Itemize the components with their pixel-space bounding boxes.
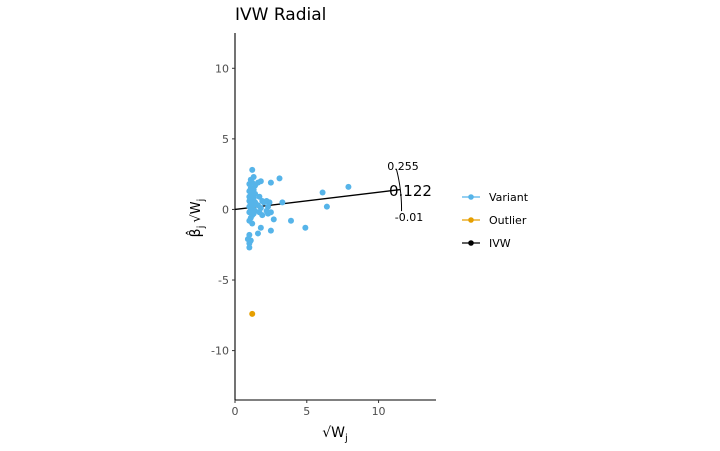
y-axis-title: β̂j√Wj <box>185 199 207 238</box>
outlier-point <box>249 310 256 317</box>
variant-point <box>323 203 330 210</box>
y-tick-label: -10 <box>211 345 229 358</box>
chart-title: IVW Radial <box>235 5 326 25</box>
variant-point <box>276 175 283 182</box>
variant-point <box>345 183 352 190</box>
variant-point <box>256 193 263 200</box>
variant-point <box>270 216 277 223</box>
legend-key-dot <box>468 217 474 223</box>
legend: Variant Outlier IVW <box>462 191 529 250</box>
x-tick-label: 10 <box>372 405 386 418</box>
y-axis-sqrtw-sub: j <box>196 199 207 203</box>
variant-point <box>302 224 309 231</box>
legend-label: Outlier <box>489 214 527 227</box>
variant-point <box>319 189 326 196</box>
legend-item-ivw: IVW <box>462 237 511 250</box>
variant-point <box>246 240 253 247</box>
x-axis-sub: j <box>344 433 348 444</box>
variant-point <box>257 224 264 231</box>
ivw-ci-arc <box>395 168 403 212</box>
y-axis-beta-sub: j <box>196 226 207 230</box>
y-tick-label: 5 <box>222 133 229 146</box>
y-tick-label: 0 <box>222 203 229 216</box>
variant-point <box>267 227 274 234</box>
x-tick-label: 5 <box>303 405 310 418</box>
variant-point <box>259 212 266 219</box>
ci-lower-label: -0.01 <box>395 211 423 224</box>
variant-point <box>265 210 272 217</box>
y-axis-sqrtw-label: √W <box>189 201 204 222</box>
variant-point <box>254 230 261 237</box>
legend-item-outlier: Outlier <box>462 214 527 227</box>
legend-label: IVW <box>489 237 511 250</box>
ci-upper-label: 0.255 <box>387 160 419 173</box>
legend-label: Variant <box>489 191 529 204</box>
y-tick-label: 10 <box>215 62 229 75</box>
svg-text:β̂j√Wj: β̂j√Wj <box>185 199 207 238</box>
legend-item-variant: Variant <box>462 191 529 204</box>
x-axis-sqrtw-label: √W <box>322 425 345 441</box>
variant-point <box>246 244 253 251</box>
variant-point <box>279 199 286 206</box>
variant-point <box>267 179 274 186</box>
legend-key-dot <box>468 240 474 246</box>
y-tick-label: -5 <box>218 274 229 287</box>
y-axis-beta-label: β̂ <box>185 228 204 237</box>
variant-point <box>257 178 264 185</box>
variant-point <box>249 166 256 173</box>
ivw-estimate-label: 0.122 <box>389 182 432 200</box>
variant-point <box>249 220 256 227</box>
variant-point <box>287 217 294 224</box>
x-axis-title: √Wj <box>322 425 348 444</box>
x-tick-label: 0 <box>232 405 239 418</box>
legend-key-dot <box>468 194 474 200</box>
